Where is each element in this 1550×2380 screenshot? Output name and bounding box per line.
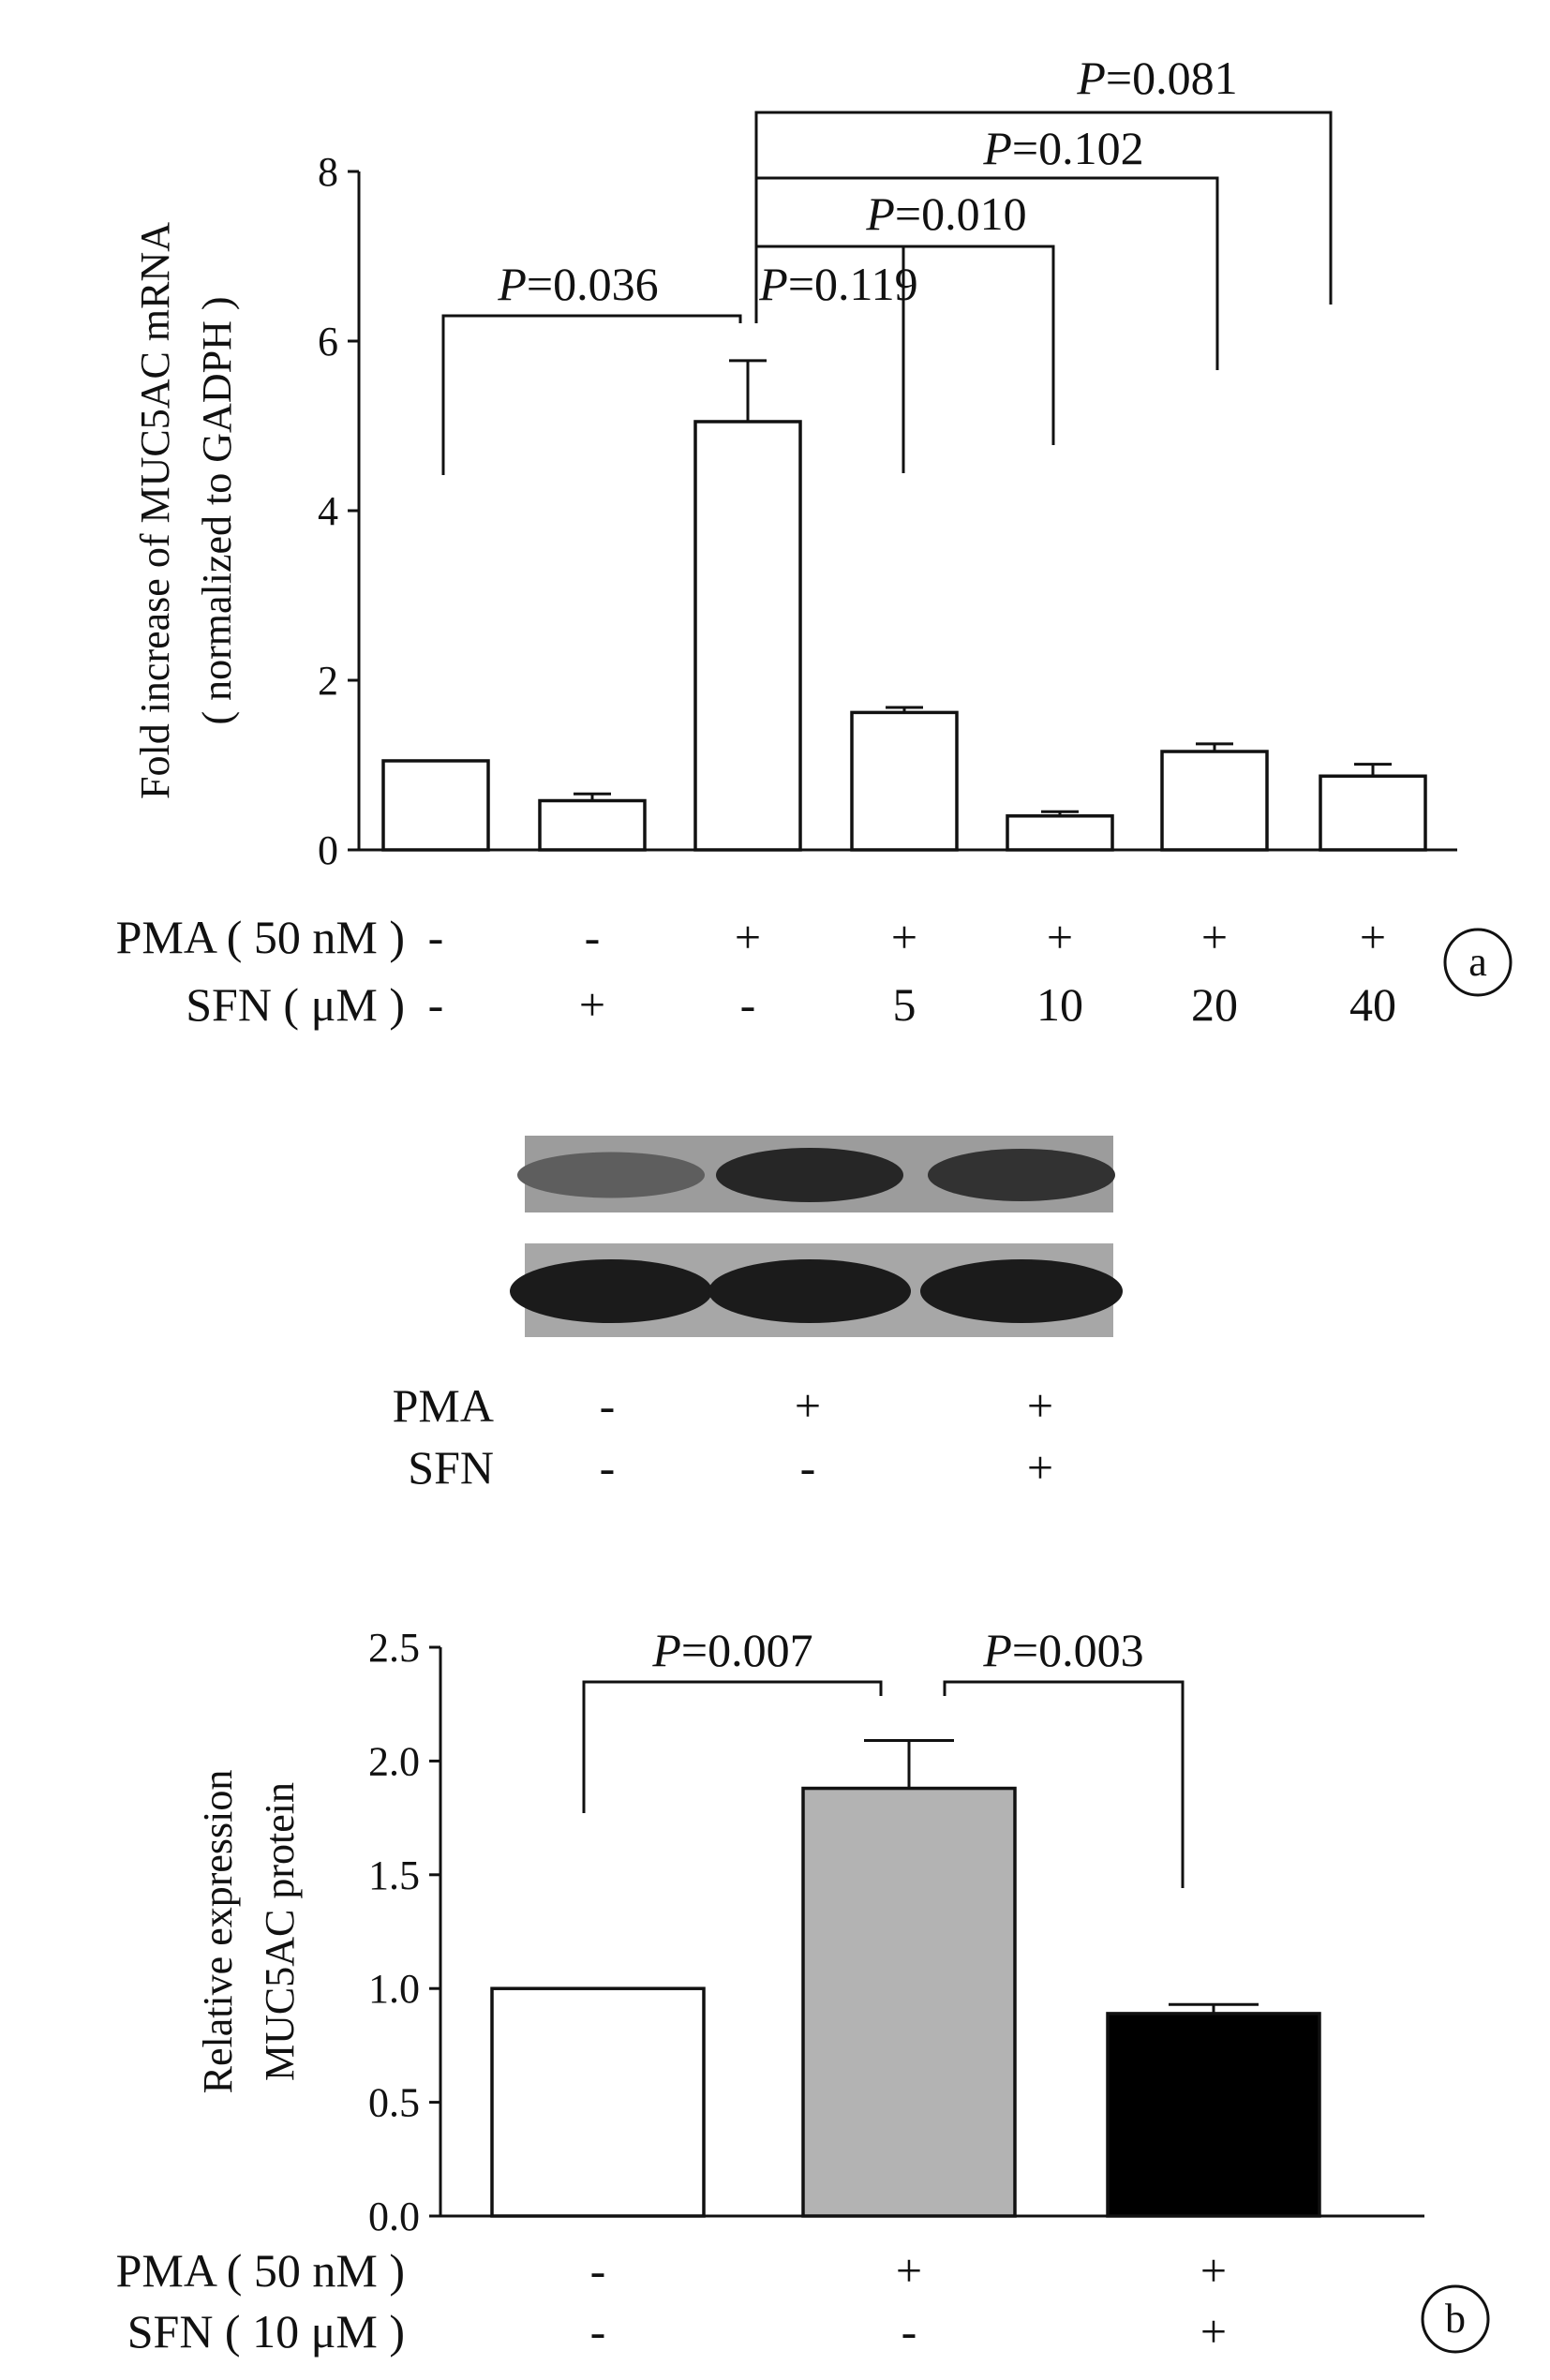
bar (538, 798, 647, 852)
blot-band-top (517, 1152, 705, 1198)
p-value-label: P=0.119 (758, 258, 917, 310)
condition-value: 5 (893, 978, 917, 1031)
condition-label: PMA ( 50 nM ) (116, 911, 405, 963)
condition-label: SFN ( μM ) (186, 978, 405, 1031)
western-blot: PMA - + + SFN - - + (393, 1136, 1123, 1494)
condition-value: + (795, 1379, 821, 1432)
condition-value: + (1201, 911, 1228, 963)
bar (490, 1986, 706, 2218)
bar (693, 420, 802, 852)
condition-value: - (585, 911, 601, 963)
condition-value: - (600, 1379, 616, 1432)
p-symbol: P (758, 258, 788, 310)
significance-bracket (441, 314, 742, 475)
p-value-label: P=0.007 (651, 1624, 812, 1676)
p-value-number: =0.003 (1012, 1624, 1144, 1676)
y-tick-label: 0 (318, 827, 338, 873)
condition-label: SFN (408, 1441, 494, 1494)
y-axis-label-line2: ( normalized to GADPH ) (194, 296, 240, 724)
panel-label-circle (1421, 2284, 1490, 2354)
mrna-chart: 0 2 4 6 8 Fold increase of MUC5AC mRNA ( norma… (116, 52, 1457, 1031)
condition-value: - (590, 2244, 606, 2297)
p-value-label: P=0.003 (982, 1624, 1143, 1676)
y-tick-label: 2.0 (368, 1738, 420, 1784)
condition-value: + (1047, 911, 1073, 963)
blot-band-top (716, 1148, 903, 1202)
significance-bracket (754, 176, 1219, 370)
significance-bracket (756, 245, 1055, 445)
y-tick-label: 0.5 (368, 2080, 420, 2126)
y-tick-label: 2.5 (368, 1625, 420, 1671)
bar (1106, 2012, 1321, 2218)
condition-value: 40 (1349, 978, 1396, 1031)
panel-label-circle (1443, 928, 1513, 997)
condition-value: - (902, 2305, 917, 2358)
p-symbol: P (651, 1624, 681, 1676)
y-tick-label: 6 (318, 319, 338, 364)
condition-value: 20 (1191, 978, 1238, 1031)
bar (801, 1786, 1017, 2218)
condition-value: + (1360, 911, 1386, 963)
y-axis-label-line2: MUC5AC protein (257, 1782, 303, 2081)
p-symbol: P (1076, 52, 1106, 104)
p-value-number: =0.081 (1106, 52, 1238, 104)
condition-value: + (579, 978, 605, 1031)
p-symbol: P (982, 1624, 1012, 1676)
significance-bracket (582, 1680, 883, 1813)
condition-value: + (891, 911, 917, 963)
p-value-number: =0.036 (527, 258, 659, 310)
y-tick-label: 8 (318, 149, 338, 195)
y-tick-label: 1.0 (368, 1966, 420, 2012)
y-tick-label: 0.0 (368, 2194, 420, 2239)
condition-value: + (735, 911, 761, 963)
condition-label: PMA ( 50 nM ) (116, 2244, 405, 2297)
condition-value: - (600, 1441, 616, 1494)
panel-label: b (1445, 2296, 1466, 2342)
y-tick-label: 2 (318, 658, 338, 704)
bar (1319, 774, 1427, 852)
p-value-label: P=0.010 (865, 187, 1026, 240)
y-axis-label-line1: Fold increase of MUC5AC mRNA (132, 222, 178, 799)
condition-value: - (740, 978, 756, 1031)
condition-label: PMA (393, 1379, 494, 1432)
condition-value: + (1200, 2244, 1227, 2297)
bar (850, 710, 959, 852)
protein-chart: 0.0 0.5 1.0 1.5 2.0 2.5 Relative expression MUC… (116, 1624, 1424, 2358)
bar (381, 759, 490, 852)
significance-bracket (943, 1680, 1185, 1888)
condition-value: - (800, 1441, 816, 1494)
p-value-label: P=0.102 (982, 122, 1143, 174)
p-symbol: P (497, 258, 527, 310)
condition-value: + (896, 2244, 922, 2297)
y-tick-label: 4 (318, 488, 338, 534)
y-tick-label: 1.5 (368, 1852, 420, 1898)
condition-value: + (1027, 1441, 1053, 1494)
blot-band-bottom (708, 1259, 911, 1323)
bar (1160, 750, 1269, 852)
condition-value: 10 (1036, 978, 1083, 1031)
blot-band-bottom (920, 1259, 1123, 1323)
condition-value: - (428, 911, 444, 963)
condition-value: - (590, 2305, 606, 2358)
p-value-label: P=0.036 (497, 258, 658, 310)
p-value-number: =0.119 (788, 258, 918, 310)
panel-label: a (1468, 939, 1487, 985)
condition-value: + (1027, 1379, 1053, 1432)
p-value-label: P=0.081 (1076, 52, 1237, 104)
panel-labels: ab (1421, 928, 1513, 2354)
p-symbol: P (982, 122, 1012, 174)
blot-band-top (928, 1149, 1115, 1201)
condition-value: + (1200, 2305, 1227, 2358)
blot-band-bottom (510, 1259, 712, 1323)
condition-value: - (428, 978, 444, 1031)
condition-label: SFN ( 10 μM ) (127, 2305, 405, 2358)
y-axis-label-line1: Relative expression (195, 1770, 241, 2094)
significance-bracket (754, 111, 1333, 305)
p-value-number: =0.007 (681, 1624, 813, 1676)
p-symbol: P (865, 187, 895, 240)
p-value-number: =0.010 (895, 187, 1027, 240)
bar (1006, 814, 1114, 852)
p-value-number: =0.102 (1012, 122, 1144, 174)
